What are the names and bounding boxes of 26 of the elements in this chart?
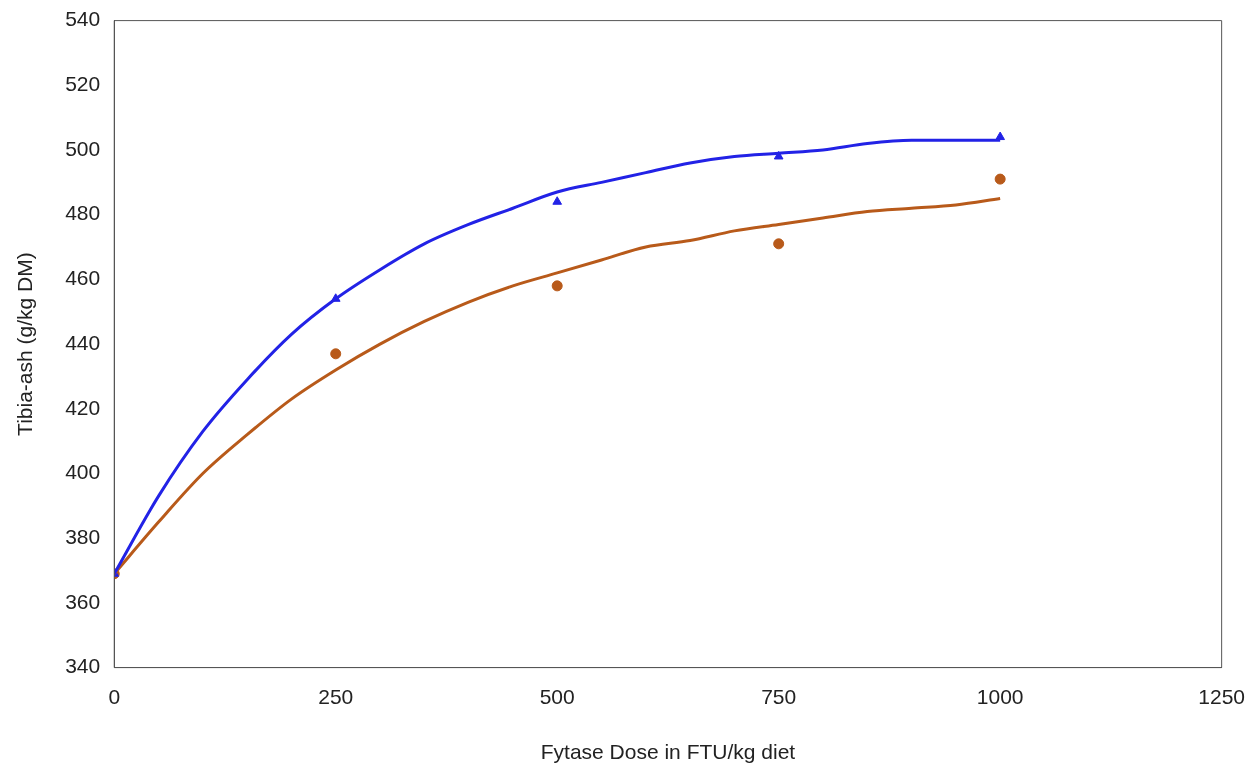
x-axis-title: Fytase Dose in FTU/kg diet [540, 740, 796, 764]
point [995, 131, 1005, 141]
x-tick-label: 0 [108, 685, 121, 708]
point [773, 150, 784, 160]
point [330, 348, 342, 360]
point [552, 196, 563, 205]
y-tick-label: 440 [65, 330, 101, 354]
x-tick-label: 1000 [976, 685, 1024, 708]
y-tick-label: 340 [65, 654, 101, 678]
y-tick-label: 380 [65, 525, 101, 548]
y-tick-label: 520 [65, 72, 101, 96]
point [551, 280, 563, 292]
y-tick-label: 360 [65, 589, 101, 613]
x-tick-label: 750 [761, 685, 797, 708]
y-tick-label: 420 [65, 395, 101, 419]
y-tick-label: 540 [65, 7, 101, 31]
point [994, 173, 1006, 185]
y-axis-title: Tibia-ash (g/kg DM) [13, 252, 37, 436]
y-tick-label: 500 [65, 136, 101, 160]
x-tick-label: 500 [539, 685, 575, 708]
x-tick-label: 1250 [1198, 685, 1245, 708]
x-tick-label: 250 [318, 685, 354, 708]
y-tick-label: 460 [65, 266, 101, 290]
y-tick-label: 480 [65, 201, 101, 225]
point [773, 238, 785, 250]
y-tick-label: 400 [65, 460, 101, 484]
